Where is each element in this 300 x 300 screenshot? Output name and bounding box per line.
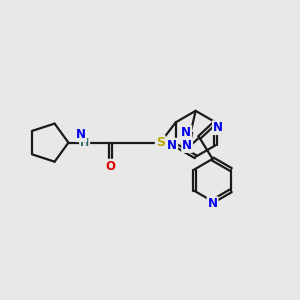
Text: N: N [181,126,191,139]
Text: O: O [105,160,115,173]
Text: H: H [80,138,89,148]
Text: N: N [213,121,223,134]
Text: N: N [182,139,192,152]
Text: N: N [167,139,177,152]
Text: S: S [156,136,165,149]
Text: N: N [76,128,86,141]
Text: N: N [208,197,218,210]
